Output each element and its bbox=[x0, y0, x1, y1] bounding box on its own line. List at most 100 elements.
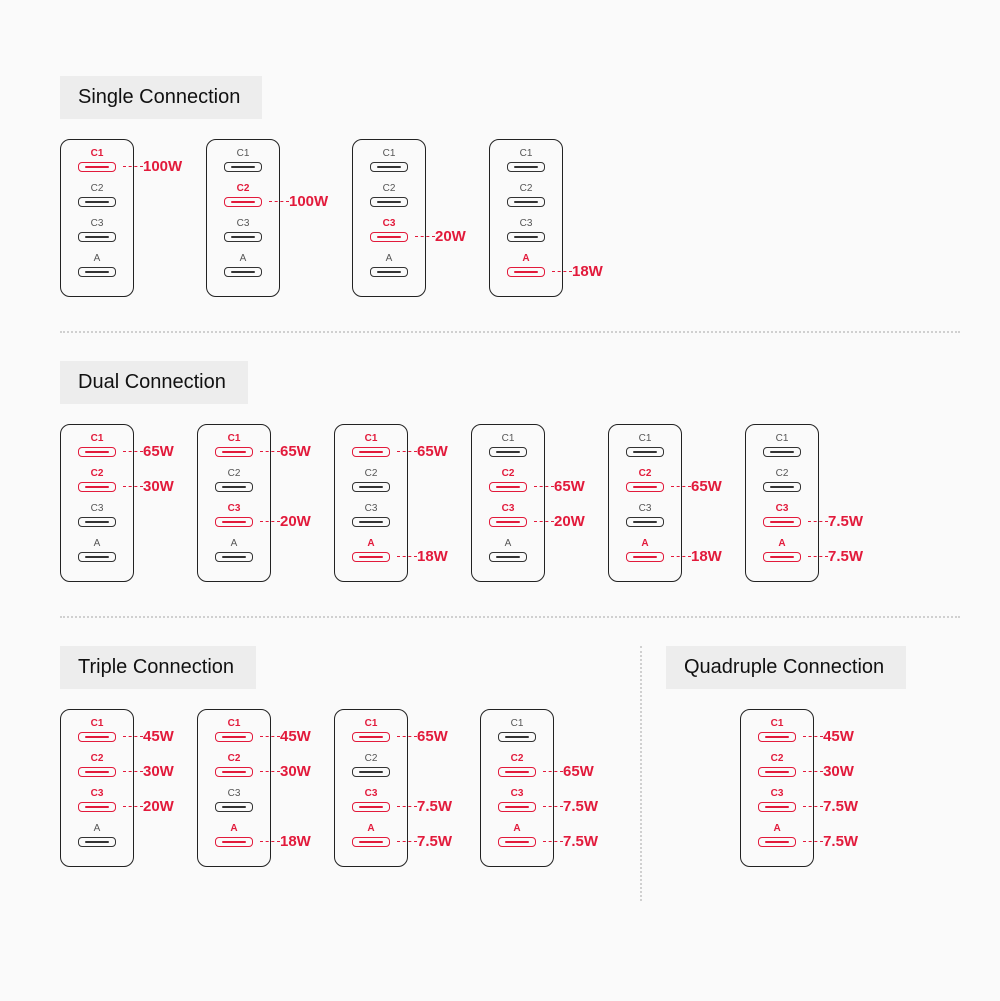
port-inner bbox=[85, 166, 109, 169]
port-slot bbox=[352, 517, 390, 527]
port-label: C1 bbox=[228, 718, 241, 730]
quadruple-title: Quadruple Connection bbox=[666, 646, 906, 689]
port-inner bbox=[505, 841, 529, 844]
watt-label: 7.5W bbox=[417, 833, 452, 850]
port-group: C2 bbox=[198, 468, 270, 503]
watt-label: 65W bbox=[691, 478, 722, 495]
port-group: C37.5W bbox=[746, 503, 818, 538]
watt-label: 65W bbox=[554, 478, 585, 495]
port-slot bbox=[78, 552, 116, 562]
watt-connector-line bbox=[808, 556, 828, 557]
charger-body: C145WC230WC320WA bbox=[60, 709, 134, 867]
watt-connector-line bbox=[534, 521, 554, 522]
port-inner bbox=[85, 806, 109, 809]
port-inner bbox=[85, 486, 109, 489]
port-inner bbox=[222, 486, 246, 489]
port-label: A bbox=[94, 823, 101, 835]
port-label: C1 bbox=[520, 148, 533, 160]
watt-connector-line bbox=[260, 771, 280, 772]
charger-unit: C165WC230WC3A bbox=[60, 424, 183, 582]
port-group: A7.5W bbox=[746, 538, 818, 573]
watt-connector-line bbox=[671, 556, 691, 557]
watt-connector-line bbox=[671, 486, 691, 487]
port-slot bbox=[626, 482, 664, 492]
watt-label: 65W bbox=[563, 763, 594, 780]
charger-body: C145WC230WC3A18W bbox=[197, 709, 271, 867]
watt-connector-line bbox=[803, 806, 823, 807]
port-inner bbox=[505, 736, 529, 739]
port-label: A bbox=[505, 538, 512, 550]
port-group: C265W bbox=[481, 753, 553, 788]
port-slot bbox=[763, 447, 801, 457]
port-group: A18W bbox=[335, 538, 407, 573]
charger-body: C1C2100WC3A bbox=[206, 139, 280, 297]
watt-connector-line bbox=[397, 556, 417, 557]
port-label: C1 bbox=[502, 433, 515, 445]
port-label: C2 bbox=[365, 468, 378, 480]
port-slot bbox=[224, 197, 262, 207]
watt-label: 18W bbox=[280, 833, 311, 850]
dual-title: Dual Connection bbox=[60, 361, 248, 404]
port-slot bbox=[626, 552, 664, 562]
port-label: C2 bbox=[228, 468, 241, 480]
watt-connector-line bbox=[260, 451, 280, 452]
port-slot bbox=[78, 732, 116, 742]
watt-label: 20W bbox=[280, 513, 311, 530]
charger-unit: C145WC230WC37.5WA7.5W bbox=[740, 709, 872, 867]
watt-label: 7.5W bbox=[823, 798, 858, 815]
port-inner bbox=[505, 806, 529, 809]
port-inner bbox=[359, 451, 383, 454]
port-label: C3 bbox=[228, 788, 241, 800]
port-group: C320W bbox=[61, 788, 133, 823]
watt-label: 20W bbox=[554, 513, 585, 530]
port-slot bbox=[507, 267, 545, 277]
port-group: C1 bbox=[353, 148, 425, 183]
bottom-wrap: Triple Connection C145WC230WC320WAC145WC… bbox=[60, 646, 960, 901]
port-slot bbox=[78, 802, 116, 812]
port-slot bbox=[78, 482, 116, 492]
port-group: A bbox=[61, 538, 133, 573]
port-label: A bbox=[386, 253, 393, 265]
watt-label: 45W bbox=[280, 728, 311, 745]
port-slot bbox=[498, 837, 536, 847]
port-inner bbox=[514, 166, 538, 169]
port-slot bbox=[224, 232, 262, 242]
port-group: A bbox=[353, 253, 425, 288]
port-group: C165W bbox=[335, 433, 407, 468]
port-slot bbox=[215, 517, 253, 527]
port-group: C3 bbox=[207, 218, 279, 253]
port-inner bbox=[765, 806, 789, 809]
port-group: C145W bbox=[198, 718, 270, 753]
port-label: C2 bbox=[520, 183, 533, 195]
single-title: Single Connection bbox=[60, 76, 262, 119]
port-inner bbox=[222, 771, 246, 774]
port-label: C3 bbox=[639, 503, 652, 515]
port-label: C3 bbox=[383, 218, 396, 230]
charger-body: C165WC230WC3A bbox=[60, 424, 134, 582]
port-slot bbox=[215, 837, 253, 847]
port-inner bbox=[359, 806, 383, 809]
watt-label: 65W bbox=[417, 443, 448, 460]
port-group: C3 bbox=[61, 218, 133, 253]
port-slot bbox=[78, 232, 116, 242]
port-group: A bbox=[207, 253, 279, 288]
single-section: Single Connection C1100WC2C3AC1C2100WC3A… bbox=[60, 76, 960, 297]
port-label: C3 bbox=[228, 503, 241, 515]
port-inner bbox=[377, 201, 401, 204]
port-inner bbox=[359, 521, 383, 524]
watt-label: 20W bbox=[143, 798, 174, 815]
port-label: C1 bbox=[228, 433, 241, 445]
watt-label: 18W bbox=[417, 548, 448, 565]
port-inner bbox=[633, 451, 657, 454]
port-inner bbox=[222, 806, 246, 809]
port-label: C3 bbox=[91, 503, 104, 515]
port-slot bbox=[489, 447, 527, 457]
port-slot bbox=[498, 802, 536, 812]
dual-section: Dual Connection C165WC230WC3AC165WC2C320… bbox=[60, 361, 960, 582]
port-inner bbox=[770, 556, 794, 559]
watt-label: 7.5W bbox=[828, 513, 863, 530]
port-group: C3 bbox=[490, 218, 562, 253]
watt-label: 65W bbox=[143, 443, 174, 460]
port-inner bbox=[770, 451, 794, 454]
port-slot bbox=[489, 552, 527, 562]
